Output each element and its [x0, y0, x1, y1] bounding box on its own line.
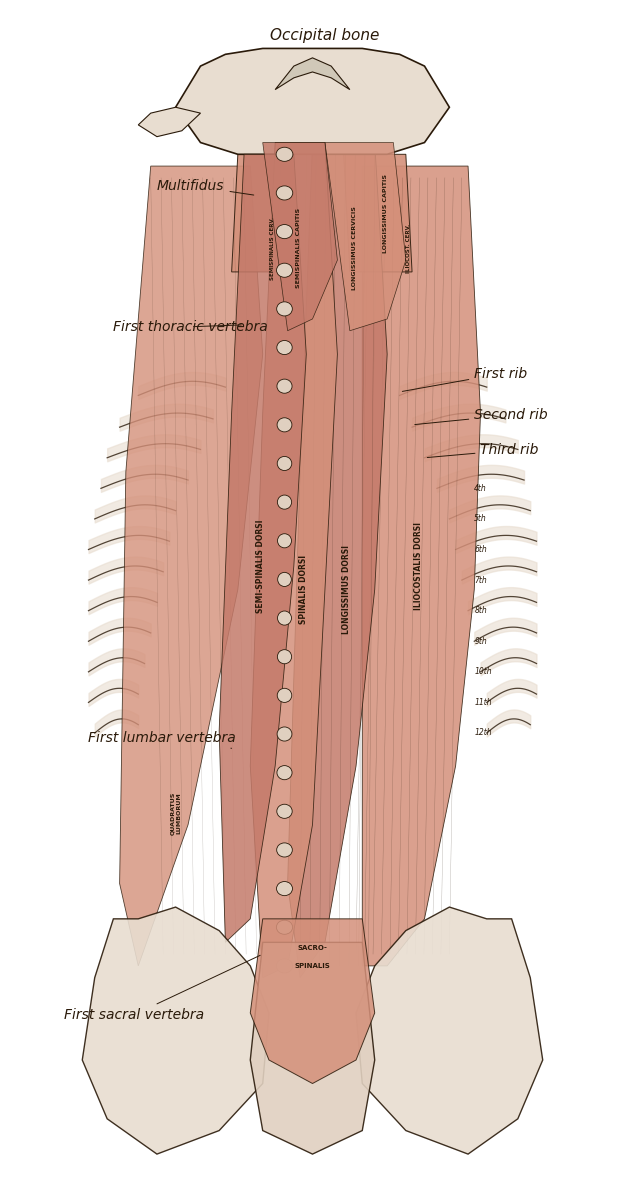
Polygon shape: [356, 907, 542, 1154]
Text: 9th: 9th: [474, 637, 487, 646]
Ellipse shape: [276, 263, 292, 277]
Ellipse shape: [277, 765, 292, 779]
Text: 11th: 11th: [474, 698, 492, 707]
Ellipse shape: [278, 456, 292, 470]
Ellipse shape: [277, 380, 292, 394]
Text: 6th: 6th: [474, 545, 487, 554]
Polygon shape: [344, 154, 412, 272]
Ellipse shape: [277, 417, 292, 432]
Ellipse shape: [278, 611, 291, 625]
Ellipse shape: [276, 147, 293, 162]
Polygon shape: [219, 154, 306, 942]
Text: SPINALIS: SPINALIS: [294, 963, 331, 969]
Text: Multifidus: Multifidus: [157, 178, 254, 195]
Text: SEMI-SPINALIS DORSI: SEMI-SPINALIS DORSI: [256, 519, 265, 613]
Polygon shape: [119, 166, 262, 966]
Text: ILIOCOSTALIS DORSI: ILIOCOSTALIS DORSI: [414, 522, 422, 610]
Text: LONGISSIMUS DORSI: LONGISSIMUS DORSI: [342, 545, 351, 634]
Polygon shape: [325, 143, 406, 331]
Ellipse shape: [276, 959, 292, 973]
Text: LONGISSIMUS CERVICIS: LONGISSIMUS CERVICIS: [352, 206, 357, 290]
Text: SACRO-: SACRO-: [298, 946, 328, 951]
Text: SPINALIS DORSI: SPINALIS DORSI: [299, 555, 308, 624]
Text: 12th: 12th: [474, 729, 492, 738]
Ellipse shape: [278, 572, 291, 586]
Text: First rib: First rib: [402, 367, 528, 391]
Polygon shape: [138, 107, 201, 137]
Polygon shape: [362, 166, 481, 966]
Text: 8th: 8th: [474, 606, 487, 615]
Text: Third rib: Third rib: [428, 443, 539, 457]
Polygon shape: [250, 143, 338, 977]
Text: SEMISPINALIS CAPITIS: SEMISPINALIS CAPITIS: [296, 209, 301, 289]
Text: 5th: 5th: [474, 514, 487, 523]
Ellipse shape: [276, 186, 292, 200]
Polygon shape: [262, 143, 338, 331]
Ellipse shape: [276, 920, 292, 934]
Text: 10th: 10th: [474, 667, 492, 677]
Ellipse shape: [277, 341, 292, 355]
Ellipse shape: [276, 882, 292, 896]
Ellipse shape: [277, 843, 292, 857]
Text: SEMISPINALIS CERV.: SEMISPINALIS CERV.: [269, 217, 274, 279]
Ellipse shape: [278, 689, 292, 703]
Polygon shape: [232, 154, 281, 272]
Ellipse shape: [278, 534, 291, 548]
Polygon shape: [275, 58, 350, 90]
Ellipse shape: [278, 495, 292, 509]
Polygon shape: [176, 48, 449, 154]
Text: LONGISSIMUS CAPITIS: LONGISSIMUS CAPITIS: [383, 173, 388, 252]
Text: Second rib: Second rib: [415, 408, 548, 424]
Ellipse shape: [277, 804, 292, 818]
Polygon shape: [82, 907, 269, 1154]
Text: First sacral vertebra: First sacral vertebra: [64, 955, 260, 1022]
Text: QUADRATUS
LUMBORUM: QUADRATUS LUMBORUM: [170, 791, 181, 835]
Text: Occipital bone: Occipital bone: [270, 27, 379, 42]
Polygon shape: [250, 942, 375, 1154]
Polygon shape: [250, 918, 375, 1084]
Polygon shape: [288, 143, 387, 977]
Text: 7th: 7th: [474, 575, 487, 585]
Text: First lumbar vertebra: First lumbar vertebra: [89, 731, 236, 749]
Text: First thoracic vertebra: First thoracic vertebra: [113, 320, 268, 334]
Text: ILIOCOST. CERV.: ILIOCOST. CERV.: [406, 224, 411, 274]
Ellipse shape: [278, 650, 292, 664]
Ellipse shape: [277, 302, 292, 316]
Ellipse shape: [276, 224, 292, 238]
Text: 4th: 4th: [474, 483, 487, 493]
Ellipse shape: [277, 727, 292, 742]
